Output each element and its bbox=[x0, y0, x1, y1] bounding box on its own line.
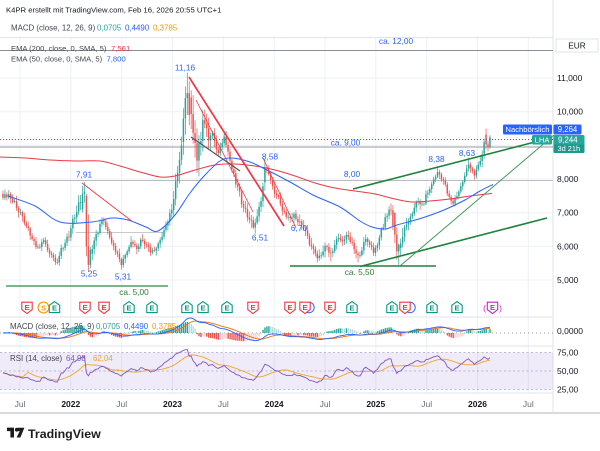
svg-text:E: E bbox=[454, 304, 459, 313]
svg-text:ca. 5,50: ca. 5,50 bbox=[345, 267, 375, 277]
svg-text:ca. 5,00: ca. 5,00 bbox=[119, 287, 149, 297]
svg-text:0,4490: 0,4490 bbox=[124, 322, 149, 331]
svg-text:3d 21h: 3d 21h bbox=[557, 144, 580, 153]
svg-text:5,000: 5,000 bbox=[557, 275, 579, 285]
svg-text:62,04: 62,04 bbox=[93, 354, 113, 363]
svg-text:E: E bbox=[184, 304, 189, 313]
svg-text:2025: 2025 bbox=[366, 399, 385, 409]
svg-text:Jul: Jul bbox=[320, 399, 331, 409]
svg-text:8,63: 8,63 bbox=[459, 148, 476, 158]
svg-text:E: E bbox=[287, 303, 292, 312]
svg-text:Jul: Jul bbox=[116, 399, 127, 409]
svg-text:50,00: 50,00 bbox=[557, 366, 579, 376]
svg-text:E: E bbox=[402, 303, 407, 312]
svg-text:E: E bbox=[250, 303, 255, 312]
svg-text:E: E bbox=[200, 304, 205, 313]
svg-text:E: E bbox=[224, 304, 229, 313]
svg-text:E: E bbox=[82, 303, 87, 312]
svg-text:7,000: 7,000 bbox=[557, 208, 579, 218]
svg-text:2026: 2026 bbox=[468, 399, 487, 409]
svg-text:8,00: 8,00 bbox=[344, 169, 361, 179]
svg-text:7,800: 7,800 bbox=[107, 55, 126, 64]
svg-text:E: E bbox=[52, 304, 57, 313]
svg-text:Jul: Jul bbox=[523, 399, 534, 409]
svg-text:E: E bbox=[389, 304, 394, 313]
svg-text:0,0705: 0,0705 bbox=[96, 322, 121, 331]
svg-text:2022: 2022 bbox=[61, 399, 80, 409]
svg-text:75,00: 75,00 bbox=[557, 348, 579, 358]
svg-text:E: E bbox=[349, 304, 354, 313]
svg-text:E: E bbox=[490, 303, 495, 312]
svg-text:0,3785: 0,3785 bbox=[152, 322, 177, 331]
svg-text:TradingView: TradingView bbox=[28, 427, 101, 441]
svg-text:Jul: Jul bbox=[15, 399, 26, 409]
svg-text:E: E bbox=[126, 304, 131, 313]
svg-text:0,3785: 0,3785 bbox=[153, 24, 178, 33]
svg-text:S: S bbox=[41, 303, 46, 312]
svg-text:RSI (14, close): RSI (14, close) bbox=[10, 354, 63, 363]
svg-text:E: E bbox=[101, 303, 106, 312]
svg-text:8,38: 8,38 bbox=[428, 154, 445, 164]
svg-text:64,98: 64,98 bbox=[66, 354, 86, 363]
svg-text:11,000: 11,000 bbox=[557, 73, 583, 83]
svg-text:Jul: Jul bbox=[218, 399, 229, 409]
svg-text:MACD (close, 12, 26, 9): MACD (close, 12, 26, 9) bbox=[11, 24, 96, 33]
svg-text:E: E bbox=[24, 303, 29, 312]
svg-text:MACD (close, 12, 26, 9): MACD (close, 12, 26, 9) bbox=[10, 322, 95, 331]
svg-text:E: E bbox=[429, 304, 434, 313]
svg-text:Jul: Jul bbox=[421, 399, 432, 409]
svg-text:8,58: 8,58 bbox=[262, 152, 279, 162]
svg-text:5,25: 5,25 bbox=[81, 269, 98, 279]
svg-text:EMA (200, close, 0, SMA, 5): EMA (200, close, 0, SMA, 5) bbox=[11, 44, 107, 53]
svg-text:6,51: 6,51 bbox=[252, 233, 269, 243]
svg-text:10,000: 10,000 bbox=[557, 107, 583, 117]
svg-text:E: E bbox=[149, 304, 154, 313]
svg-text:EMA (50, close, 0, SMA, 5): EMA (50, close, 0, SMA, 5) bbox=[11, 55, 103, 64]
svg-text:E: E bbox=[302, 303, 307, 312]
svg-text:6,70: 6,70 bbox=[291, 223, 308, 233]
svg-text:8,000: 8,000 bbox=[557, 174, 579, 184]
svg-text:6,000: 6,000 bbox=[557, 241, 579, 251]
svg-text:2023: 2023 bbox=[163, 399, 182, 409]
svg-text:0,4490: 0,4490 bbox=[125, 24, 150, 33]
svg-text:9,244: 9,244 bbox=[558, 136, 578, 145]
svg-text:ca. 9,00: ca. 9,00 bbox=[331, 138, 361, 148]
svg-text:5,31: 5,31 bbox=[115, 272, 132, 282]
svg-text:0,0000: 0,0000 bbox=[557, 326, 583, 336]
svg-text:9,264: 9,264 bbox=[558, 125, 578, 134]
svg-text:Nachbörslich: Nachbörslich bbox=[506, 125, 550, 134]
svg-text:LHA: LHA bbox=[535, 135, 551, 144]
svg-text:2024: 2024 bbox=[265, 399, 284, 409]
svg-text:): ) bbox=[499, 303, 502, 313]
svg-text:7,561: 7,561 bbox=[111, 44, 130, 53]
svg-text:EUR: EUR bbox=[568, 41, 586, 51]
svg-text:E: E bbox=[327, 303, 332, 312]
svg-text:K4PR erstellt mit TradingView.: K4PR erstellt mit TradingView.com, Feb 1… bbox=[6, 6, 221, 15]
svg-text:ca. 12,00: ca. 12,00 bbox=[379, 36, 414, 46]
svg-text:7,91: 7,91 bbox=[76, 170, 93, 180]
svg-text:11,16: 11,16 bbox=[175, 63, 196, 73]
svg-text:25,00: 25,00 bbox=[557, 385, 579, 395]
svg-text:(: ( bbox=[483, 303, 486, 313]
svg-text:0,0705: 0,0705 bbox=[97, 24, 122, 33]
